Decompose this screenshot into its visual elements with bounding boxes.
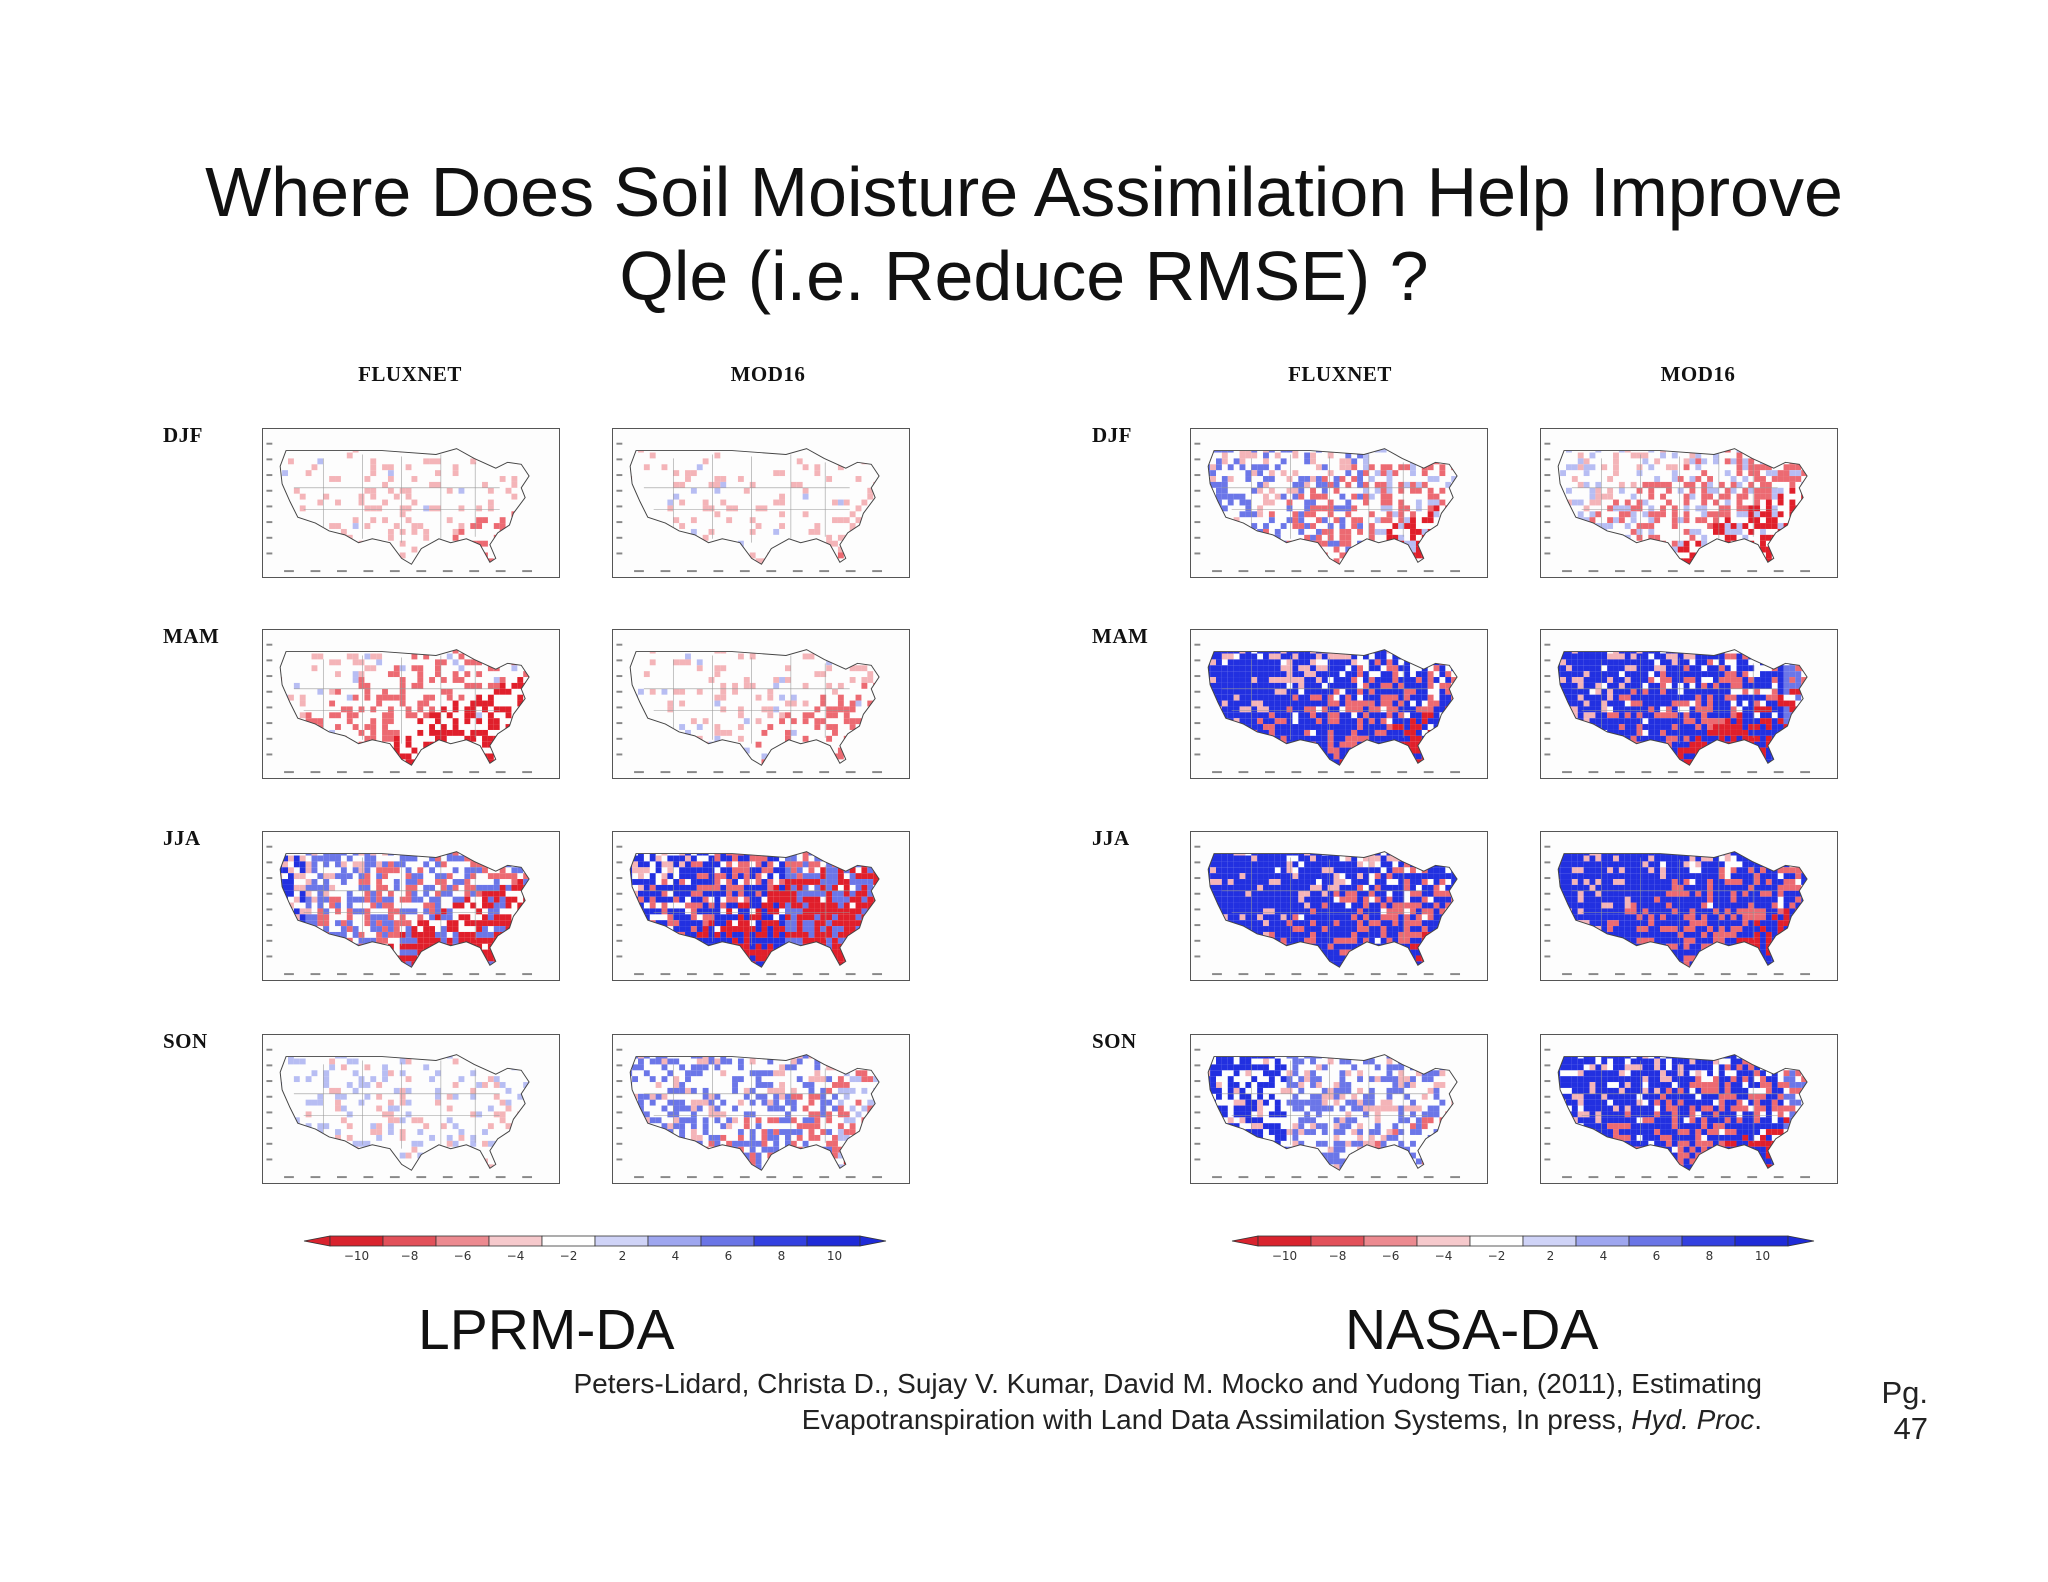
lprm-row-mam: MAM — [163, 624, 220, 648]
lprm-row-son: SON — [163, 1029, 208, 1053]
colorbar-tick-label: 2 — [1547, 1249, 1555, 1263]
colorbar-tick-label: 8 — [1706, 1249, 1714, 1263]
colorbar-tick-label: 8 — [778, 1249, 786, 1263]
colorbar-tick-label: 4 — [1600, 1249, 1608, 1263]
nasa-colorbar: −10 −8 −6 −4 −2 2 4 6 8 10 — [1230, 1232, 1830, 1272]
lprm-map-son-mod16 — [612, 1034, 910, 1184]
lprm-row-djf: DJF — [163, 423, 203, 447]
colorbar-segment — [1310, 1235, 1365, 1247]
lprm-map-jja-fluxnet — [262, 831, 560, 981]
lprm-map-mam-mod16 — [612, 629, 910, 779]
lprm-da-label: LPRM-DA — [418, 1298, 675, 1362]
colorbar-tick-label: −8 — [1329, 1249, 1347, 1263]
nasa-map-son-mod16 — [1540, 1034, 1838, 1184]
colorbar-segment — [594, 1235, 649, 1247]
lprm-map-mam-fluxnet — [262, 629, 560, 779]
lprm-map-son-fluxnet — [262, 1034, 560, 1184]
lprm-row-jja: JJA — [163, 826, 201, 850]
lprm-col-mod16: MOD16 — [730, 362, 806, 386]
nasa-map-son-fluxnet — [1190, 1034, 1488, 1184]
citation-line1: Peters-Lidard, Christa D., Sujay V. Kuma… — [573, 1368, 1762, 1399]
colorbar-tick-label: −10 — [1272, 1249, 1297, 1263]
colorbar-tick-label: −2 — [560, 1249, 578, 1263]
lprm-map-jja-mod16 — [612, 831, 910, 981]
colorbar-tick-label: 4 — [672, 1249, 680, 1263]
colorbar-segment — [1681, 1235, 1736, 1247]
slide-title-line1: Where Does Soil Moisture Assimilation He… — [205, 153, 1843, 231]
lprm-map-djf-fluxnet — [262, 428, 560, 578]
colorbar-segment — [1416, 1235, 1471, 1247]
nasa-map-djf-mod16 — [1540, 428, 1838, 578]
colorbar-tick-label: −6 — [1382, 1249, 1400, 1263]
colorbar-tick-label: −10 — [344, 1249, 369, 1263]
nasa-row-djf: DJF — [1092, 423, 1132, 447]
colorbar-segment — [488, 1235, 543, 1247]
colorbar-tick-label: 6 — [1653, 1249, 1661, 1263]
nasa-map-mam-fluxnet — [1190, 629, 1488, 779]
colorbar-segment — [329, 1235, 384, 1247]
colorbar-segment — [1522, 1235, 1577, 1247]
nasa-map-jja-mod16 — [1540, 831, 1838, 981]
colorbar-segment — [806, 1235, 861, 1247]
colorbar-segment — [1363, 1235, 1418, 1247]
slide-title-line2: Qle (i.e. Reduce RMSE) ? — [619, 237, 1429, 315]
nasa-map-mam-mod16 — [1540, 629, 1838, 779]
lprm-map-djf-mod16 — [612, 428, 910, 578]
colorbar-tick-label: −2 — [1488, 1249, 1506, 1263]
page-value: 47 — [1893, 1411, 1928, 1446]
page-label: Pg. — [1881, 1375, 1928, 1410]
colorbar-tick-label: −4 — [1435, 1249, 1453, 1263]
colorbar-segment — [700, 1235, 755, 1247]
page-number: Pg. 47 — [1858, 1375, 1928, 1447]
colorbar-arrow-left — [1231, 1235, 1259, 1247]
citation-line2-end: . — [1754, 1404, 1762, 1435]
colorbar-segment — [1257, 1235, 1312, 1247]
nasa-row-mam: MAM — [1092, 624, 1149, 648]
colorbar-segment — [1469, 1235, 1524, 1247]
colorbar-tick-label: −6 — [454, 1249, 472, 1263]
colorbar-segment — [1628, 1235, 1683, 1247]
colorbar-segment — [382, 1235, 437, 1247]
slide-title: Where Does Soil Moisture Assimilation He… — [0, 150, 2048, 318]
citation-line2-text: Evapotranspiration with Land Data Assimi… — [801, 1404, 1632, 1435]
colorbar-tick-label: −8 — [401, 1249, 419, 1263]
lprm-colorbar: −10 −8 −6 −4 −2 2 4 6 8 10 — [302, 1232, 902, 1272]
citation-journal: Hyd. Proc — [1631, 1404, 1755, 1435]
colorbar-tick-label: 10 — [1755, 1249, 1770, 1263]
colorbar-segment — [541, 1235, 596, 1247]
colorbar-tick-label: −4 — [507, 1249, 525, 1263]
colorbar-tick-label: 2 — [619, 1249, 627, 1263]
colorbar-arrow-right — [859, 1235, 887, 1247]
citation-line2: Evapotranspiration with Land Data Assimi… — [362, 1402, 1762, 1438]
colorbar-arrow-left — [303, 1235, 331, 1247]
citation: Peters-Lidard, Christa D., Sujay V. Kuma… — [362, 1366, 1762, 1438]
colorbar-segment — [435, 1235, 490, 1247]
colorbar-tick-label: 6 — [725, 1249, 733, 1263]
nasa-row-son: SON — [1092, 1029, 1137, 1053]
nasa-da-label: NASA-DA — [1345, 1298, 1599, 1362]
nasa-col-fluxnet: FLUXNET — [1288, 362, 1392, 386]
nasa-map-jja-fluxnet — [1190, 831, 1488, 981]
colorbar-arrow-right — [1787, 1235, 1815, 1247]
lprm-col-fluxnet: FLUXNET — [358, 362, 462, 386]
nasa-map-djf-fluxnet — [1190, 428, 1488, 578]
colorbar-segment — [647, 1235, 702, 1247]
nasa-col-mod16: MOD16 — [1660, 362, 1736, 386]
nasa-row-jja: JJA — [1092, 826, 1130, 850]
colorbar-segment — [753, 1235, 808, 1247]
colorbar-segment — [1575, 1235, 1630, 1247]
colorbar-tick-label: 10 — [827, 1249, 842, 1263]
colorbar-segment — [1734, 1235, 1789, 1247]
